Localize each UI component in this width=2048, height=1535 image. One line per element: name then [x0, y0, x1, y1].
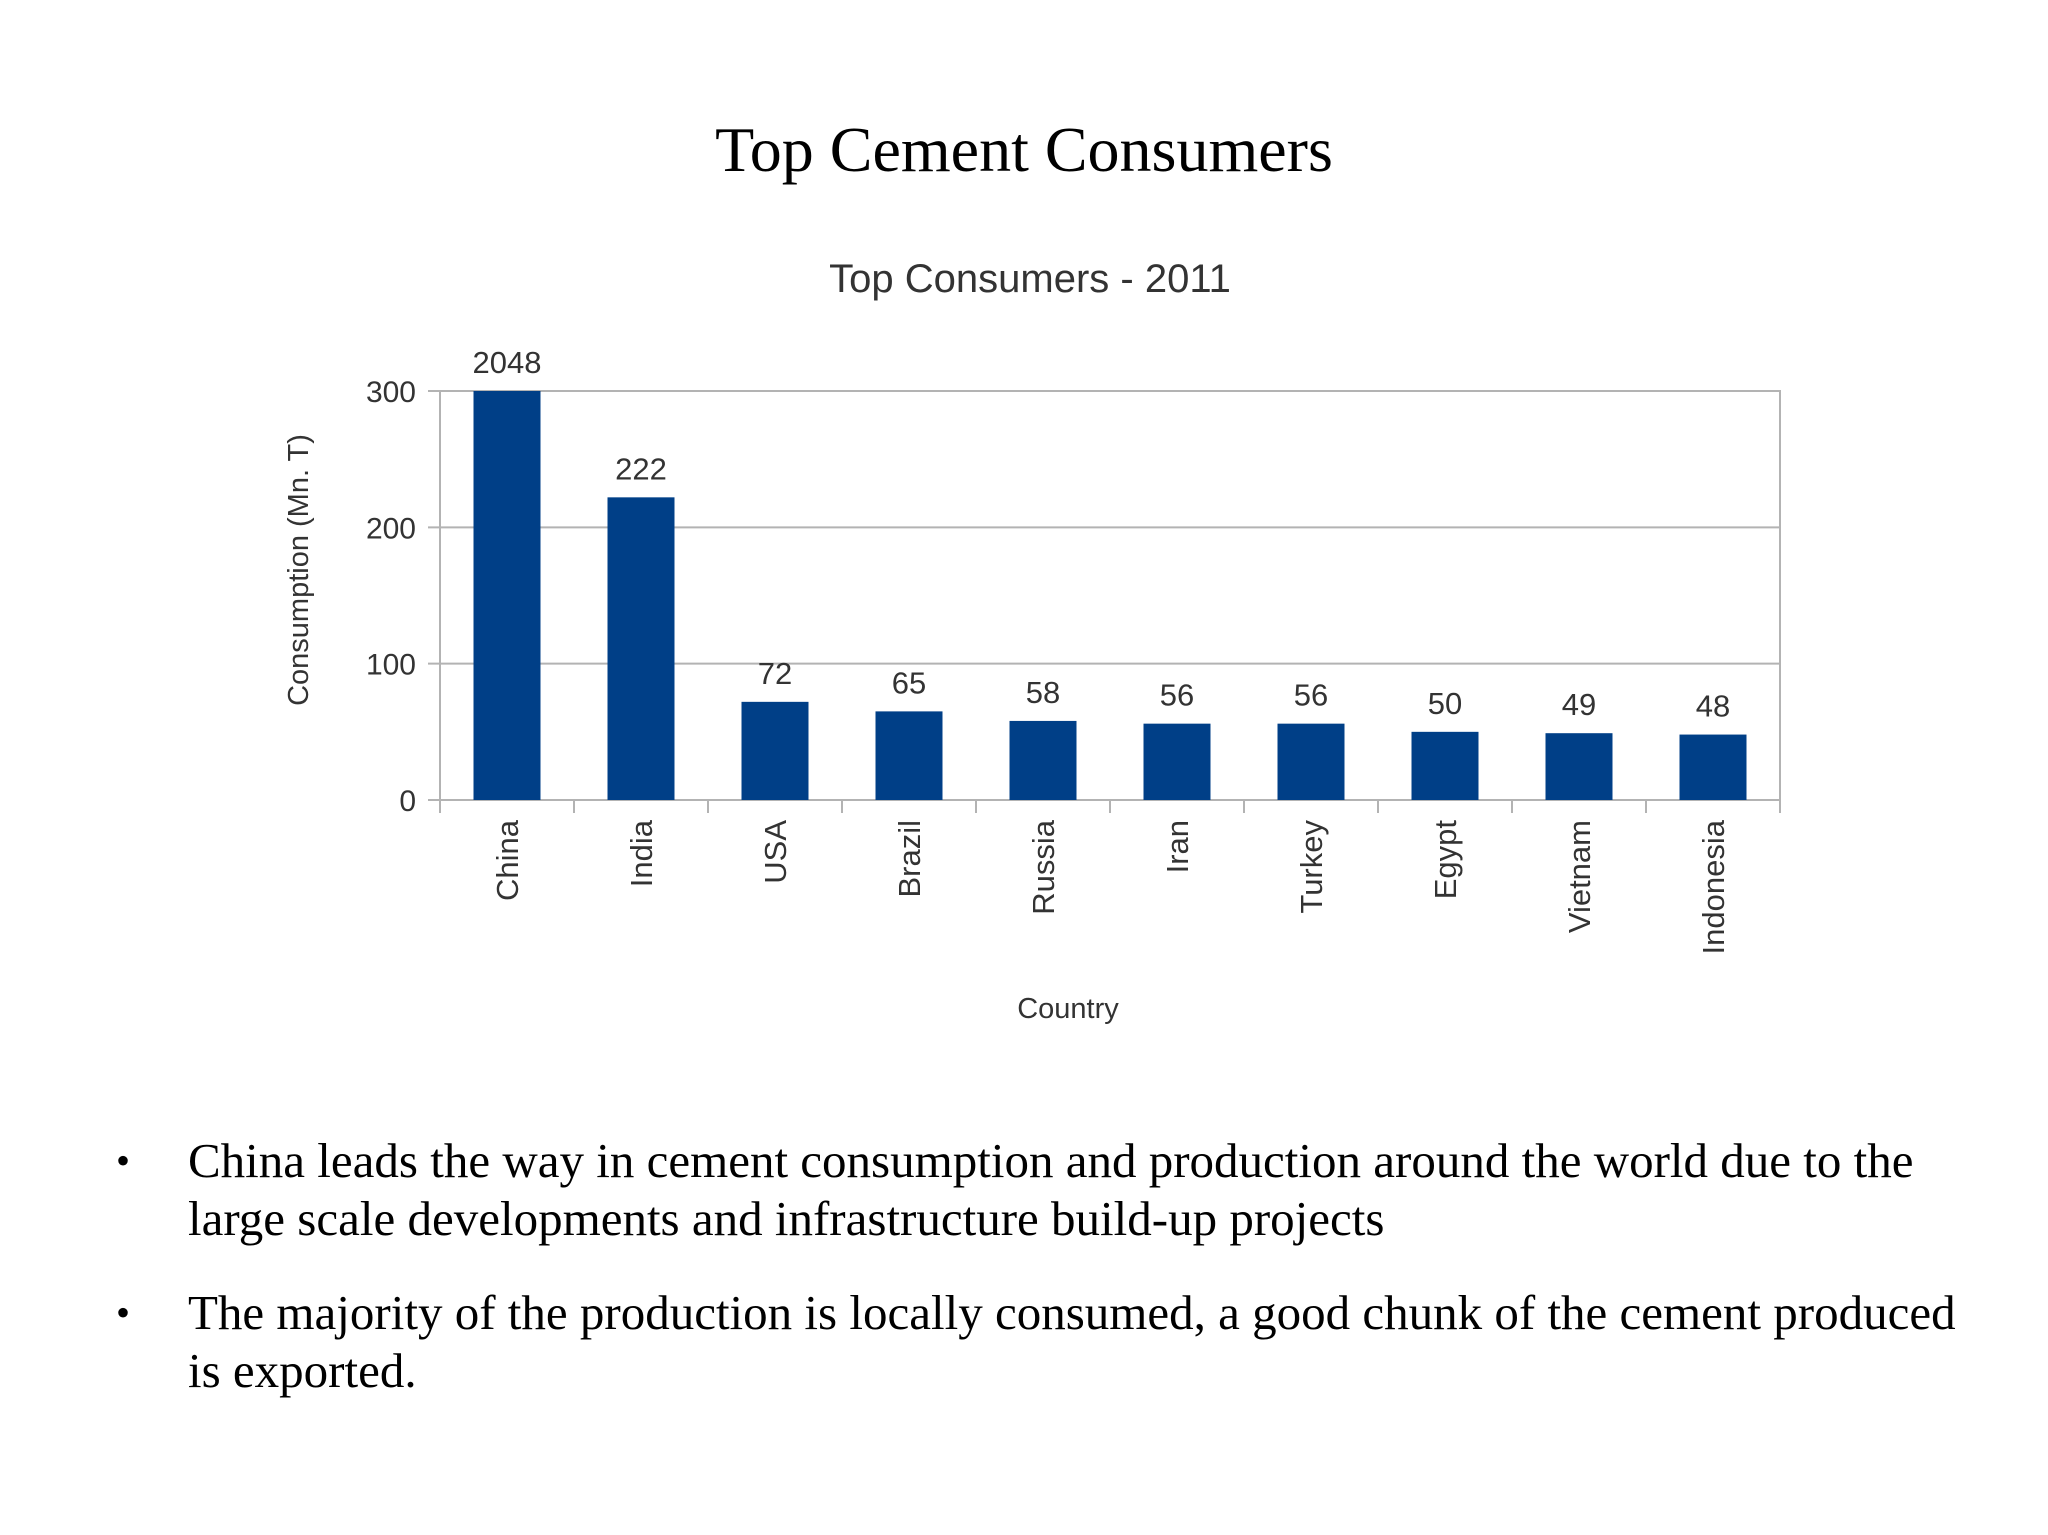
bar-egypt — [1411, 731, 1479, 800]
bar-india — [607, 497, 675, 800]
bar-chart: Top Consumers - 2011 Consumption (Mn. T)… — [283, 257, 1781, 1025]
data-label: 56 — [1294, 678, 1328, 713]
data-labels: 2048 222 72 65 58 56 56 50 49 48 — [473, 345, 1731, 724]
x-tick-label: Iran — [1160, 820, 1195, 873]
bar-iran — [1143, 723, 1211, 800]
bars — [473, 391, 1747, 800]
data-label: 58 — [1026, 675, 1060, 710]
x-tick-label: Russia — [1026, 819, 1061, 915]
x-tick-label: India — [624, 819, 659, 887]
chart-title: Top Consumers - 2011 — [829, 257, 1231, 301]
axes: 0 100 200 300 China India USA Brazil Russia Iran T… — [366, 376, 1781, 954]
data-label: 72 — [758, 656, 792, 691]
y-tick-label: 300 — [366, 376, 416, 409]
data-label: 65 — [892, 665, 926, 700]
slide-title: Top Cement Consumers — [715, 114, 1333, 185]
x-tick-label: China — [490, 819, 525, 901]
data-label: 49 — [1562, 687, 1596, 722]
x-tick-label: USA — [758, 820, 793, 884]
bullet-text: China leads the way in cement consumptio… — [188, 1133, 1914, 1246]
data-label: 222 — [615, 451, 667, 486]
x-tick-label: Indonesia — [1696, 819, 1731, 954]
data-label: 48 — [1696, 689, 1730, 724]
bar-russia — [1009, 720, 1077, 800]
bar-turkey — [1277, 723, 1345, 800]
bar-brazil — [875, 711, 943, 800]
x-tick-label: Turkey — [1294, 820, 1329, 914]
x-tick-label: Brazil — [892, 820, 927, 898]
y-axis-label: Consumption (Mn. T) — [283, 434, 315, 706]
bar-china — [473, 391, 541, 800]
y-tick-label: 100 — [366, 649, 416, 682]
bullet-item: • The majority of the production is loca… — [110, 1284, 1990, 1400]
data-label: 50 — [1428, 686, 1462, 721]
data-label: 2048 — [473, 345, 542, 380]
y-tick-label: 0 — [399, 785, 416, 818]
bar-usa — [741, 701, 809, 800]
bullet-item: • China leads the way in cement consumpt… — [110, 1132, 1990, 1248]
y-tick-label: 200 — [366, 512, 416, 545]
x-tick-label: Vietnam — [1562, 820, 1597, 933]
data-label: 56 — [1160, 678, 1194, 713]
bar-indonesia — [1679, 734, 1747, 800]
bullet-text: The majority of the production is locall… — [188, 1285, 1956, 1398]
bullet-icon: • — [116, 1138, 131, 1183]
x-tick-label: Egypt — [1428, 820, 1463, 900]
bar-vietnam — [1545, 733, 1613, 800]
bullet-icon: • — [116, 1290, 131, 1335]
bullet-list: • China leads the way in cement consumpt… — [110, 1132, 1990, 1436]
x-axis-label: Country — [1017, 993, 1119, 1025]
